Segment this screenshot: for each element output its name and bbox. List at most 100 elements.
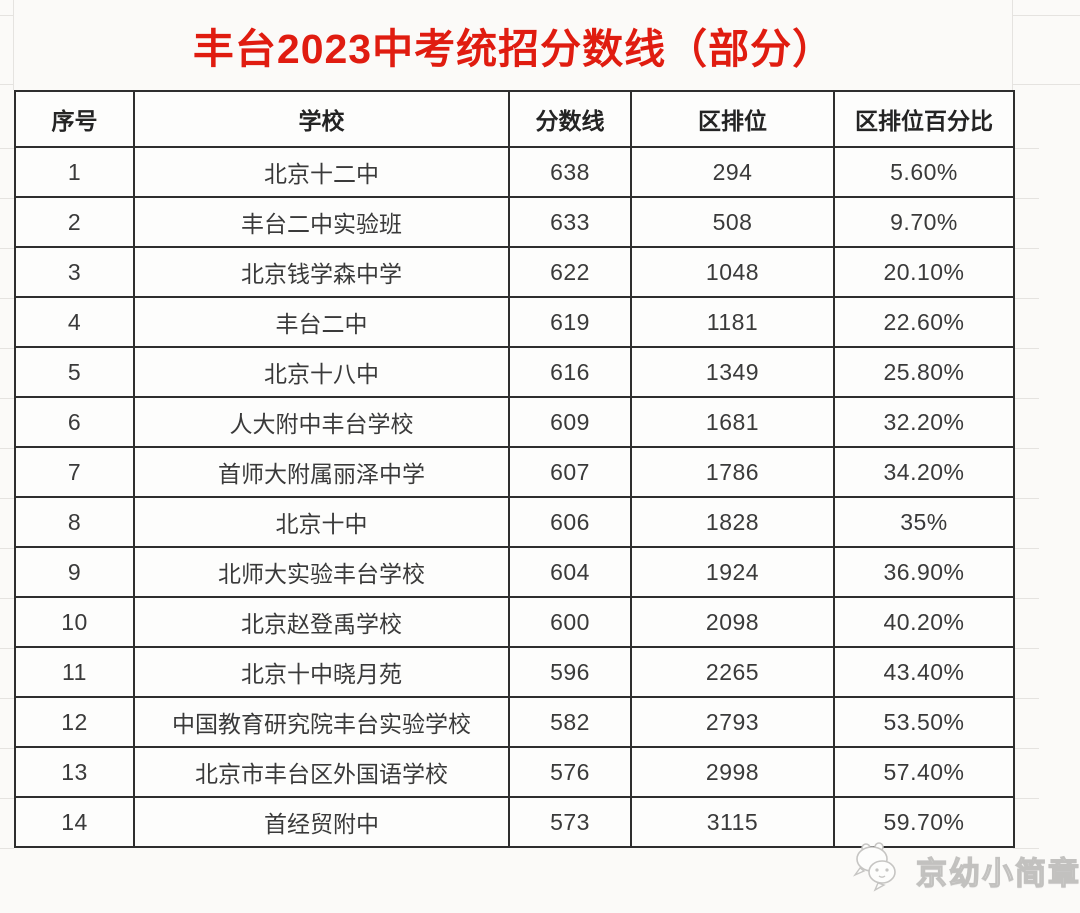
watermark: 京幼小简章: [848, 840, 1080, 900]
cell-school: 北京十八中: [133, 346, 510, 398]
gridline-tick: [1013, 748, 1039, 749]
table-row: 5 北京十八中 616 1349 25.80%: [14, 346, 1015, 398]
cell-index: 6: [14, 396, 135, 448]
cell-index: 1: [14, 146, 135, 198]
cell-rank: 1181: [630, 296, 835, 348]
gridline-tick: [0, 298, 14, 299]
page-title: 丰台2023中考统招分数线（部分）: [192, 26, 835, 72]
cell-rank: 2793: [630, 696, 835, 748]
cell-school: 首经贸附中: [133, 796, 510, 848]
cell-score-line: 604: [508, 546, 632, 598]
gridline-tick: [0, 498, 14, 499]
gridline-tick: [0, 398, 14, 399]
cell-rank-pct: 25.80%: [833, 346, 1015, 398]
cell-rank-pct: 35%: [833, 496, 1015, 548]
score-table: 序号 学校 分数线 区排位 区排位百分比 1 北京十二中 638 294 5.60% 2 丰…: [14, 90, 1015, 848]
cell-rank-pct: 43.40%: [833, 646, 1015, 698]
gridline-tick: [1013, 348, 1039, 349]
cell-rank: 1828: [630, 496, 835, 548]
gridline-tick: [0, 748, 14, 749]
header-rank: 区排位: [630, 90, 835, 148]
cell-score-line: 638: [508, 146, 632, 198]
cell-score-line: 576: [508, 746, 632, 798]
cell-school: 北京赵登禹学校: [133, 596, 510, 648]
header-index: 序号: [14, 90, 135, 148]
gridline-tick: [1013, 398, 1039, 399]
cell-rank: 1924: [630, 546, 835, 598]
cell-score-line: 616: [508, 346, 632, 398]
gridline-vertical-left: [13, 0, 14, 90]
cell-school: 丰台二中: [133, 296, 510, 348]
cell-rank: 508: [630, 196, 835, 248]
cell-school: 北京十中晓月苑: [133, 646, 510, 698]
cell-rank-pct: 20.10%: [833, 246, 1015, 298]
cell-index: 3: [14, 246, 135, 298]
table-row: 4 丰台二中 619 1181 22.60%: [14, 296, 1015, 348]
table-body: 1 北京十二中 638 294 5.60% 2 丰台二中实验班 633 508 9.70% 3 北京钱…: [14, 146, 1015, 848]
cell-rank: 1048: [630, 246, 835, 298]
table-row: 14 首经贸附中 573 3115 59.70%: [14, 796, 1015, 848]
cell-rank-pct: 34.20%: [833, 446, 1015, 498]
watermark-label: 京幼小简章: [915, 855, 1080, 891]
table-row: 8 北京十中 606 1828 35%: [14, 496, 1015, 548]
cell-school: 首师大附属丽泽中学: [133, 446, 510, 498]
table-row: 13 北京市丰台区外国语学校 576 2998 57.40%: [14, 746, 1015, 798]
gridline-tick: [1013, 198, 1039, 199]
gridline-tick: [1013, 648, 1039, 649]
gridline-tick: [1013, 448, 1039, 449]
header-school: 学校: [133, 90, 510, 148]
gridline-tick: [0, 198, 14, 199]
cell-score-line: 619: [508, 296, 632, 348]
gridline-tick: [1013, 598, 1039, 599]
gridline-tick: [1013, 798, 1039, 799]
header-rank-pct: 区排位百分比: [833, 90, 1015, 148]
cell-rank-pct: 59.70%: [833, 796, 1015, 848]
cell-rank-pct: 22.60%: [833, 296, 1015, 348]
cell-index: 12: [14, 696, 135, 748]
cell-rank: 294: [630, 146, 835, 198]
cell-score-line: 573: [508, 796, 632, 848]
cell-rank: 3115: [630, 796, 835, 848]
cell-school: 人大附中丰台学校: [133, 396, 510, 448]
gridline-tick: [0, 348, 14, 349]
table-row: 10 北京赵登禹学校 600 2098 40.20%: [14, 596, 1015, 648]
cell-score-line: 633: [508, 196, 632, 248]
cell-school: 北京钱学森中学: [133, 246, 510, 298]
gridline-tick: [0, 598, 14, 599]
cell-score-line: 609: [508, 396, 632, 448]
gridline-tick: [0, 648, 14, 649]
cell-rank-pct: 40.20%: [833, 596, 1015, 648]
gridline-tick: [0, 698, 14, 699]
gridline-tick: [0, 15, 13, 16]
gridline-tick: [0, 148, 14, 149]
panda-chat-bubbles-icon: [848, 842, 910, 898]
table-row: 3 北京钱学森中学 622 1048 20.10%: [14, 246, 1015, 298]
table-row: 9 北师大实验丰台学校 604 1924 36.90%: [14, 546, 1015, 598]
cell-school: 北师大实验丰台学校: [133, 546, 510, 598]
gridline-tick: [1013, 548, 1039, 549]
table-row: 6 人大附中丰台学校 609 1681 32.20%: [14, 396, 1015, 448]
table-row: 7 首师大附属丽泽中学 607 1786 34.20%: [14, 446, 1015, 498]
cell-rank-pct: 5.60%: [833, 146, 1015, 198]
cell-index: 4: [14, 296, 135, 348]
cell-index: 8: [14, 496, 135, 548]
table-row: 11 北京十中晓月苑 596 2265 43.40%: [14, 646, 1015, 698]
cell-index: 5: [14, 346, 135, 398]
cell-rank-pct: 36.90%: [833, 546, 1015, 598]
cell-index: 7: [14, 446, 135, 498]
cell-school: 中国教育研究院丰台实验学校: [133, 696, 510, 748]
cell-rank: 2098: [630, 596, 835, 648]
cell-index: 13: [14, 746, 135, 798]
cell-score-line: 596: [508, 646, 632, 698]
gridline-tick: [0, 548, 14, 549]
gridline-tick: [0, 798, 14, 799]
gridline-tick: [1013, 84, 1080, 85]
gridline-tick: [0, 848, 14, 849]
cell-score-line: 606: [508, 496, 632, 548]
table-row: 1 北京十二中 638 294 5.60%: [14, 146, 1015, 198]
table-row: 2 丰台二中实验班 633 508 9.70%: [14, 196, 1015, 248]
cell-school: 丰台二中实验班: [133, 196, 510, 248]
cell-rank-pct: 57.40%: [833, 746, 1015, 798]
cell-rank: 2998: [630, 746, 835, 798]
